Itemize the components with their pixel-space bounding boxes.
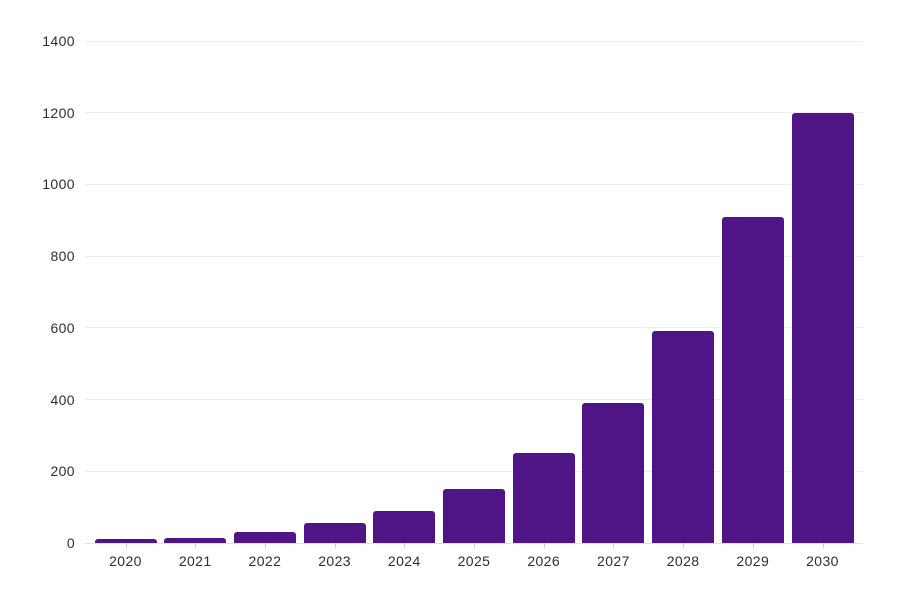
x-tick-label-2026: 2026 (527, 553, 561, 569)
bar-2024 (373, 510, 436, 543)
bar-2026 (512, 453, 575, 543)
gridline-800 (85, 255, 863, 257)
x-tick-mark-2028 (683, 543, 685, 548)
x-tick-label-2022: 2022 (248, 553, 282, 569)
bar-2020 (94, 539, 157, 543)
x-tick-mark-2023 (334, 543, 336, 548)
bar-2021 (164, 537, 227, 543)
x-tick-label-2024: 2024 (387, 553, 421, 569)
x-tick-mark-2024 (404, 543, 406, 548)
bar-2028 (652, 331, 715, 543)
x-tick-label-2027: 2027 (597, 553, 630, 569)
x-tick-label-2030: 2030 (806, 553, 839, 569)
y-tick-label-600: 600 (50, 319, 75, 336)
bar-2030 (791, 112, 854, 543)
x-tick-mark-2027 (613, 543, 615, 548)
x-tick-mark-2026 (543, 543, 545, 548)
gridline-600 (85, 327, 863, 329)
y-tick-label-200: 200 (50, 463, 75, 480)
x-tick-label-2020: 2020 (109, 553, 142, 569)
bar-2029 (721, 216, 784, 543)
x-tick-mark-2020 (125, 543, 127, 548)
x-tick-mark-2021 (195, 543, 197, 548)
bar-2022 (233, 532, 296, 543)
x-tick-label-2023: 2023 (318, 553, 351, 569)
x-tick-label-2025: 2025 (457, 553, 491, 569)
x-tick-mark-2029 (752, 543, 754, 548)
y-tick-label-400: 400 (50, 391, 75, 408)
x-tick-label-2021: 2021 (178, 553, 212, 569)
y-tick-label-0: 0 (66, 535, 75, 551)
bar-2023 (303, 523, 366, 543)
gridline-1000 (85, 183, 863, 185)
gridline-1200 (85, 112, 863, 114)
plot-area (85, 40, 863, 548)
gridline-200 (85, 470, 863, 472)
gridline-1400 (85, 40, 863, 42)
y-tick-label-1200: 1200 (42, 104, 75, 121)
gridline-400 (85, 399, 863, 401)
x-tick-label-2028: 2028 (666, 553, 700, 569)
x-tick-label-2029: 2029 (736, 553, 770, 569)
bar-2027 (582, 403, 645, 543)
y-tick-label-800: 800 (50, 248, 75, 265)
y-tick-label-1400: 1400 (42, 33, 75, 49)
x-tick-mark-2030 (822, 543, 824, 548)
y-tick-label-1000: 1000 (42, 176, 75, 193)
bar-2025 (443, 489, 505, 543)
x-tick-mark-2022 (264, 543, 266, 548)
x-tick-mark-2025 (474, 543, 475, 548)
